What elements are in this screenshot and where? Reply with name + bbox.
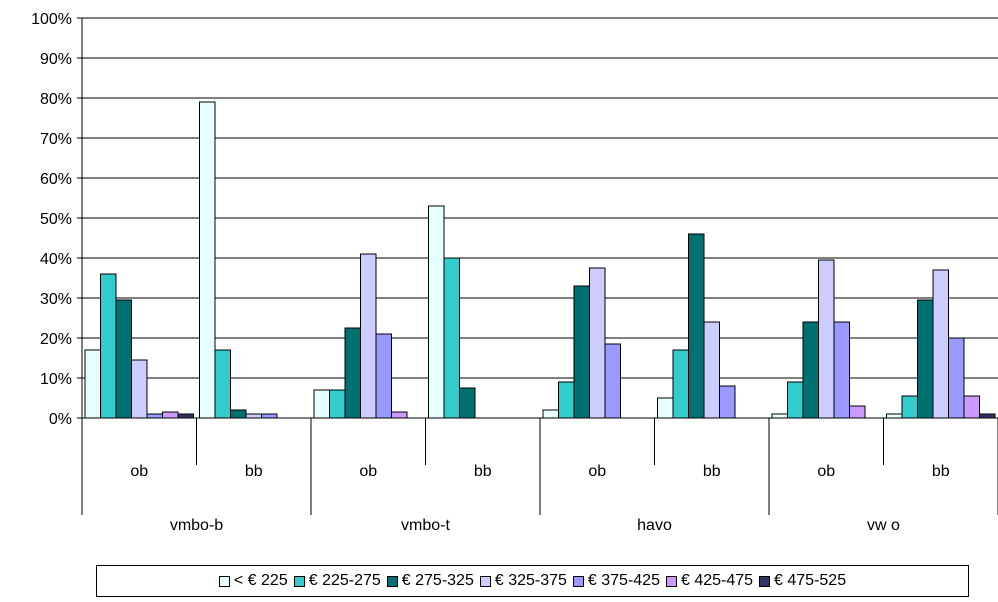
bar [604,343,621,419]
bar [573,285,590,419]
bar [589,267,606,419]
bar [360,253,377,419]
bar [344,327,361,419]
legend-item: € 325-375 [479,572,567,590]
legend-swatch [759,575,771,587]
bar [115,299,132,419]
legend-item: € 425-475 [665,572,754,590]
group-label: vmbo-b [170,517,223,534]
y-tick-label: 20% [40,331,72,348]
y-tick-label: 60% [40,171,72,188]
y-tick-label: 0% [49,411,72,428]
category-labels: ob bb vmbo-b ob bb vmbo-t ob bb havo ob bb vw o [130,463,949,534]
bar [261,413,278,419]
bar [131,359,148,419]
bar [245,413,262,419]
bar [542,409,559,419]
legend-item: € 275-325 [386,572,474,590]
bar [787,381,804,419]
bar [901,395,918,419]
category-label: bb [932,463,950,480]
legend-item: € 375-425 [572,572,660,590]
legend-swatch [665,575,677,587]
bar-chart: 0% 10% 20% 30% 40% 50% 60% 70% 80% 90% 100% ob bb vm… [31,11,998,534]
legend: < € 225 € 225-275 € 275-325 € 325-375 € 375-… [96,565,969,597]
bar [459,387,476,419]
legend-label: € 225-275 [308,572,381,589]
legend-label: € 475-525 [774,572,847,589]
category-label: bb [703,463,721,480]
bar [329,389,346,419]
bar [802,321,819,419]
y-tick-label: 90% [40,51,72,68]
bar [177,413,194,419]
bar [932,269,949,419]
y-tick-label: 70% [40,131,72,148]
legend-swatch [386,575,398,587]
bar [948,337,965,419]
bar [84,349,101,419]
bar [979,413,996,419]
legend-label: < € 225 [233,572,288,589]
category-label: bb [474,463,492,480]
bar [428,205,445,419]
axes [77,17,998,515]
bar [849,405,866,419]
y-tick-label: 10% [40,371,72,388]
bar [214,349,231,419]
bar [230,409,247,419]
bar [688,233,705,419]
bar [917,299,934,419]
bar [162,411,179,419]
y-tick-label: 80% [40,91,72,108]
bar [963,395,980,419]
y-tick-label: 30% [40,291,72,308]
group-label: havo [637,517,672,534]
bar [199,101,216,419]
bar [558,381,575,419]
legend-label: € 325-375 [494,572,567,589]
y-tick-label: 40% [40,251,72,268]
gridlines [82,17,998,419]
group-label: vmbo-t [401,517,450,534]
y-tick-label: 100% [31,11,72,28]
bar [719,385,736,419]
legend-label: € 425-475 [680,572,754,589]
group-label: vw o [867,517,900,534]
bar [313,389,330,419]
bar [771,413,788,419]
bar [886,413,903,419]
bar [100,273,117,419]
category-label: ob [588,463,606,480]
legend-item: € 475-525 [759,572,846,590]
bar [375,333,392,419]
legend-swatch [479,575,491,587]
category-label: bb [245,463,263,480]
legend-swatch [293,575,305,587]
bar [657,397,674,419]
category-label: ob [359,463,377,480]
bar [833,321,850,419]
bar [818,259,835,419]
y-tick-label: 50% [40,211,72,228]
bars [84,101,996,419]
legend-swatch [218,575,230,587]
bar [443,257,460,419]
bar [146,413,163,419]
category-label: ob [130,463,148,480]
bar [672,349,689,419]
legend-item: € 225-275 [293,572,381,590]
category-label: ob [817,463,835,480]
legend-item: < € 225 [218,572,288,590]
y-axis-ticks: 0% 10% 20% 30% 40% 50% 60% 70% 80% 90% 100% [31,11,72,428]
legend-label: € 275-325 [401,572,474,589]
legend-swatch [572,575,584,587]
bar [391,411,408,419]
legend-label: € 375-425 [587,572,660,589]
bar [703,321,720,419]
